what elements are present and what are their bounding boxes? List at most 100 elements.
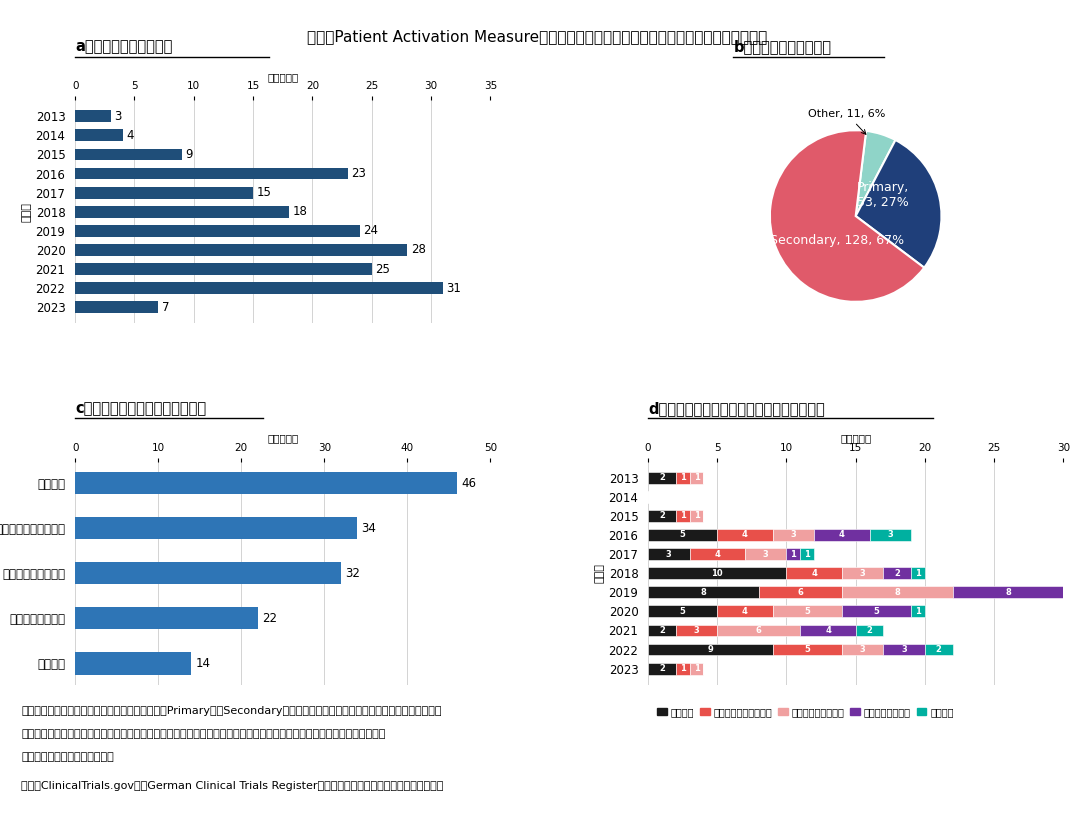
Text: 6: 6	[756, 626, 761, 635]
Text: 31: 31	[447, 281, 462, 295]
Bar	[690, 510, 703, 522]
Text: 5: 5	[873, 607, 880, 616]
Bar	[648, 663, 676, 675]
Text: b）測定項目の位置づけ: b）測定項目の位置づけ	[734, 39, 831, 54]
Text: 8: 8	[895, 588, 900, 597]
Bar	[75, 301, 158, 313]
Text: 3: 3	[666, 549, 671, 559]
Bar	[717, 625, 800, 636]
Bar	[648, 548, 690, 560]
Text: 2: 2	[935, 645, 942, 654]
Text: 4: 4	[839, 530, 845, 539]
Text: 1: 1	[790, 549, 796, 559]
Text: 18: 18	[292, 205, 307, 218]
X-axis label: 臨床試験数: 臨床試験数	[267, 72, 299, 82]
Bar	[925, 644, 953, 655]
Bar	[1063, 586, 1074, 598]
Bar	[75, 225, 360, 237]
Text: 1: 1	[680, 664, 685, 673]
Y-axis label: 登録年: 登録年	[594, 564, 605, 583]
Bar	[648, 605, 717, 617]
Text: 1: 1	[680, 511, 685, 520]
Bar	[75, 517, 358, 539]
Text: 5: 5	[804, 645, 810, 654]
Bar	[75, 607, 258, 630]
Text: 15: 15	[257, 186, 272, 200]
Bar	[911, 567, 925, 579]
Text: 対象疾患領域の数は上位５領域のみ示した。なお、１試験で複数の疾患領域を含む場合、含まれる全ての疾患領域で臨: 対象疾患領域の数は上位５領域のみ示した。なお、１試験で複数の疾患領域を含む場合、…	[21, 729, 386, 739]
Text: 4: 4	[742, 607, 748, 616]
Text: 3: 3	[901, 645, 906, 654]
Bar	[870, 529, 911, 541]
Text: 32: 32	[345, 567, 360, 579]
Bar	[75, 282, 442, 294]
Bar	[676, 472, 690, 483]
Text: Other, 11, 6%: Other, 11, 6%	[809, 109, 886, 134]
Bar	[75, 168, 348, 180]
Bar	[648, 567, 786, 579]
Text: 2: 2	[659, 626, 665, 635]
Bar	[911, 605, 925, 617]
Bar	[772, 605, 842, 617]
Bar	[772, 644, 842, 655]
Text: 3: 3	[859, 569, 866, 578]
Text: 8: 8	[700, 588, 707, 597]
Bar	[786, 567, 842, 579]
Text: 4: 4	[742, 530, 748, 539]
Bar	[75, 472, 458, 494]
Text: 4: 4	[126, 129, 133, 142]
Bar	[842, 644, 883, 655]
Bar	[814, 529, 870, 541]
Bar	[648, 625, 676, 636]
Text: 46: 46	[461, 477, 476, 489]
Bar	[759, 586, 842, 598]
Text: 22: 22	[262, 612, 277, 625]
Bar	[690, 663, 703, 675]
Text: 1: 1	[694, 473, 699, 482]
Text: 28: 28	[411, 244, 425, 256]
Text: 2: 2	[895, 569, 900, 578]
Text: 4: 4	[714, 549, 721, 559]
Text: 10: 10	[711, 569, 723, 578]
Text: 3: 3	[114, 109, 121, 123]
Text: 6: 6	[797, 588, 803, 597]
Text: 5: 5	[680, 530, 685, 539]
Bar	[883, 644, 925, 655]
Bar	[842, 605, 911, 617]
Bar	[883, 567, 911, 579]
Text: Primary,
53, 27%: Primary, 53, 27%	[857, 180, 910, 209]
Text: d）対象疾患領域の年間推移（上位５領域）: d）対象疾患領域の年間推移（上位５領域）	[648, 401, 825, 416]
Bar	[745, 548, 786, 560]
Bar	[648, 586, 759, 598]
Bar	[953, 586, 1063, 598]
Text: 5: 5	[680, 607, 685, 616]
Text: c）対象疾患領域（上位５領域）: c）対象疾患領域（上位５領域）	[75, 401, 206, 416]
Bar	[75, 187, 253, 199]
Bar	[717, 605, 772, 617]
Text: 9: 9	[186, 148, 193, 161]
Bar	[842, 567, 883, 579]
Text: 23: 23	[351, 167, 366, 180]
Bar	[75, 205, 289, 218]
Text: 3: 3	[887, 530, 894, 539]
Bar	[690, 548, 745, 560]
Bar	[75, 244, 407, 256]
Bar	[800, 548, 814, 560]
Text: 2: 2	[659, 511, 665, 520]
Bar	[75, 149, 182, 160]
Text: 2: 2	[867, 626, 872, 635]
Bar	[676, 625, 717, 636]
Text: a）臨床試験の年間推移: a）臨床試験の年間推移	[75, 39, 173, 54]
Text: 1: 1	[680, 473, 685, 482]
Text: 床試験数をカウントした。: 床試験数をカウントした。	[21, 752, 114, 762]
Text: 2: 2	[659, 664, 665, 673]
Text: 14: 14	[195, 657, 211, 670]
X-axis label: 臨床試験数: 臨床試験数	[267, 433, 299, 443]
Text: 1: 1	[804, 549, 810, 559]
Bar	[842, 586, 953, 598]
Text: 25: 25	[375, 262, 390, 276]
Text: 1: 1	[694, 511, 699, 520]
Text: 2: 2	[659, 473, 665, 482]
Bar	[75, 562, 340, 584]
Text: 8: 8	[1005, 588, 1011, 597]
